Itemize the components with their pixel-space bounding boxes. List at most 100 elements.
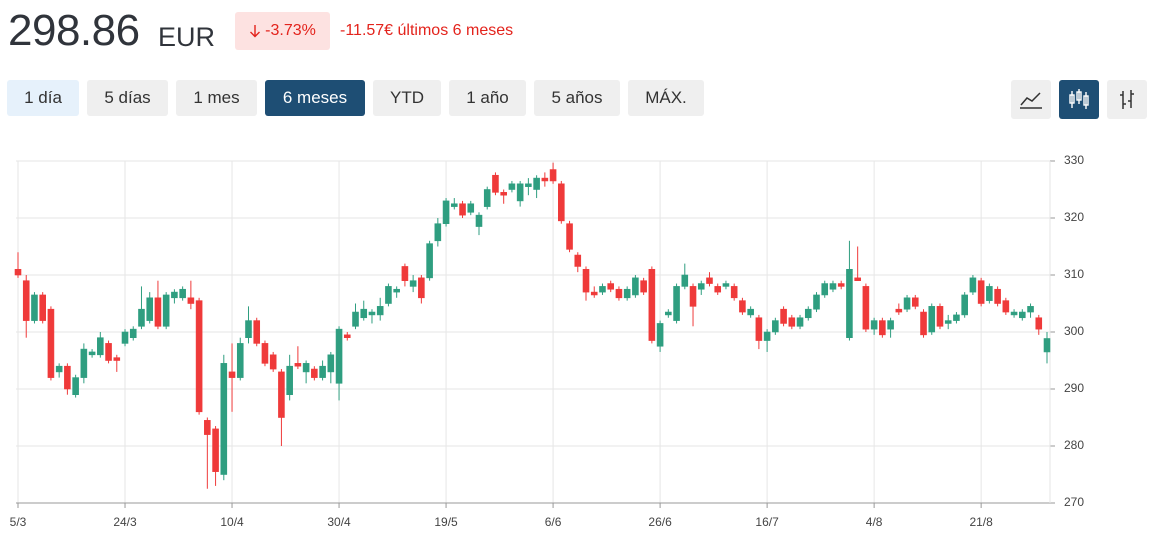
change-absolute: -11.57€ últimos 6 meses [340,22,514,39]
x-tick-label: 4/8 [866,515,883,529]
candle-body [31,294,38,321]
range-button[interactable]: 1 año [449,80,526,116]
line-chart-button[interactable] [1011,80,1051,119]
range-button[interactable]: MÁX. [628,80,704,116]
y-tick-label: 330 [1064,153,1084,167]
range-button[interactable]: 1 mes [176,80,257,116]
candle-body [360,308,368,319]
y-tick-label: 300 [1064,324,1084,338]
candle-body [829,283,837,290]
candle-body [590,291,598,296]
line-icon [1020,92,1042,109]
candle-body [343,334,351,339]
candle-body [615,288,623,299]
candle-body [105,343,112,361]
candle-body [640,280,647,293]
range-button[interactable]: 5 días [87,80,168,116]
candle-body [434,223,442,242]
candle-body [72,377,79,396]
candle-body [870,320,878,330]
y-tick-label: 290 [1064,381,1084,395]
candle-body [302,363,310,373]
candle-body [88,351,96,356]
candle-body [426,243,433,279]
candle-body [854,277,861,282]
candle-body [22,280,30,321]
x-tick-label: 30/4 [327,515,351,529]
range-button[interactable]: 5 años [534,80,620,116]
candle-body [730,286,738,299]
candle-body [697,283,705,290]
candle-body [911,297,919,307]
change-badge: -3.73% [235,12,330,50]
candle-body [368,311,376,316]
range-button[interactable]: 6 meses [265,80,365,116]
y-tick-label: 310 [1064,267,1084,281]
candle-body [813,294,820,310]
ohlc-chart-button[interactable] [1107,80,1147,119]
candle-body [492,174,499,193]
candle-body [1027,306,1034,313]
candle-body [146,297,154,321]
candle-body [47,308,55,378]
candle-body [788,317,796,327]
candle-body [961,294,968,316]
candle-body [195,300,203,413]
candle-body [352,311,359,327]
candle-body [286,365,293,396]
candle-body [294,363,302,367]
candle-body [376,306,384,316]
candle-body [212,428,219,472]
candle-body [450,203,458,207]
candle-body [138,308,145,327]
candle-body [319,365,326,378]
candle-body [558,183,565,222]
candle-body [936,306,944,327]
candle-body [903,297,911,310]
candle-body [516,183,524,202]
candle-body [747,308,754,316]
x-tick-label: 24/3 [113,515,137,529]
candle-body [1019,311,1026,319]
candle-body [582,268,590,293]
candle-body [772,320,779,333]
candle-body [278,371,285,418]
candle-body [656,323,664,347]
x-tick-label: 6/6 [545,515,562,529]
candle-icon [1069,89,1089,109]
candle-body [599,286,606,293]
candle-body [179,288,186,299]
candle-body [261,343,269,364]
candle-body [632,277,639,296]
candle-body [401,266,409,282]
price: 298.86 [8,6,140,55]
candle-body [533,177,540,190]
candle-body [55,365,63,373]
candle-body [121,331,129,344]
range-button[interactable]: 1 día [7,80,79,116]
candle-body [327,354,335,373]
candle-body [64,365,71,390]
candle-body [311,368,318,378]
x-tick-label: 19/5 [434,515,458,529]
range-button[interactable]: YTD [373,80,441,116]
candle-body [14,268,22,276]
candle-body [796,317,804,327]
candle-chart-button[interactable] [1059,80,1099,119]
candle-body [171,291,178,299]
candle-body [269,354,277,370]
y-tick-label: 320 [1064,210,1084,224]
candle-body [607,283,615,290]
candle-body [1010,311,1018,316]
candle-body [953,314,960,321]
candle-body [566,223,573,250]
candle-body [879,320,886,336]
candle-body [1002,300,1010,313]
candle-body [780,308,787,324]
candle-body [714,286,722,293]
candle-body [228,371,236,378]
candle-body [475,214,483,227]
